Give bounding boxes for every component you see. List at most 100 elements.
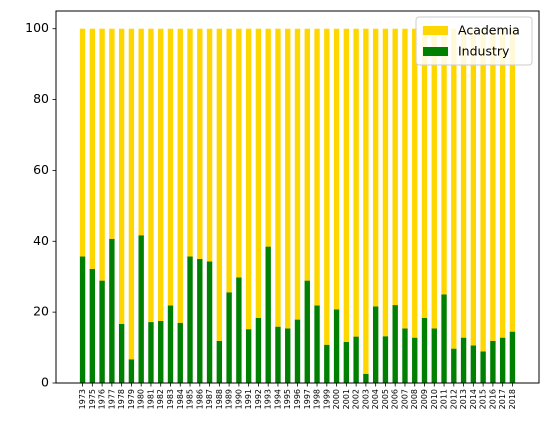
bar-industry [353, 336, 359, 383]
x-tick-label: 2016 [488, 389, 497, 409]
bar-industry [285, 328, 291, 383]
x-tick-label: 2018 [508, 389, 517, 409]
x-tick-label: 1994 [273, 389, 282, 409]
bar-academia [304, 28, 310, 281]
x-tick-label: 1990 [234, 389, 243, 409]
bar-industry [79, 256, 86, 383]
bar-industry [314, 305, 320, 383]
bar-academia [470, 28, 477, 346]
bar-industry [372, 306, 379, 383]
x-tick-label: 2005 [381, 389, 390, 409]
bar-industry [480, 351, 486, 383]
bar-industry [275, 326, 281, 383]
x-tick-label: 1998 [313, 389, 322, 409]
bar-industry [412, 337, 418, 383]
bar-industry [109, 238, 115, 383]
bar-industry [499, 337, 506, 383]
bar-academia [431, 28, 437, 329]
bar-industry [333, 309, 340, 383]
bar-industry [343, 341, 350, 383]
bar-industry [460, 337, 467, 383]
bar-academia [353, 28, 359, 337]
x-tick-label: 1995 [283, 389, 292, 409]
bar-industry [206, 261, 213, 383]
bar-academia [216, 28, 223, 341]
x-tick-label: 2013 [459, 389, 468, 409]
x-tick-label: 1986 [195, 389, 204, 409]
bar-industry [138, 235, 144, 383]
bar-industry [392, 305, 398, 383]
bar-industry [382, 336, 389, 383]
x-axis: 1973 1975 1976 1977 1978 1979 1980 1981 1982 1983… [78, 383, 517, 409]
x-tick-label: 2010 [430, 389, 439, 409]
x-tick-label: 1985 [186, 389, 195, 409]
y-tick-label: 40 [33, 233, 49, 248]
bar-academia [128, 28, 135, 360]
bar-academia [509, 28, 516, 332]
x-tick-label: 2012 [449, 389, 458, 409]
bar-academia [197, 28, 203, 260]
x-tick-label: 1999 [322, 389, 331, 409]
x-tick-label: 1976 [98, 389, 107, 409]
bar-academia [412, 28, 418, 338]
bar-academia [285, 28, 291, 329]
axes-frame [55, 10, 540, 384]
bar-academia [138, 28, 144, 236]
x-tick-label: 1997 [303, 389, 312, 409]
x-tick-label: 1980 [137, 389, 146, 409]
bar-academia [187, 28, 193, 257]
legend-swatch [423, 26, 448, 35]
bar-academia [499, 28, 506, 338]
bar-industry [509, 331, 516, 383]
legend: Academia Industry [415, 16, 533, 66]
bar-industry [226, 292, 232, 383]
bar-industry [158, 321, 164, 383]
bar-industry [470, 345, 477, 383]
bar-industry [99, 280, 105, 383]
legend-label: Academia [458, 23, 520, 38]
bar-academia [99, 28, 105, 281]
x-tick-label: 2017 [498, 389, 507, 409]
bar-academia [167, 28, 174, 306]
bar-industry [265, 246, 271, 383]
x-tick-label: 1982 [156, 389, 165, 409]
bar-academia [245, 28, 252, 330]
bar-industry [451, 348, 457, 383]
bar-academia [226, 28, 232, 293]
x-tick-label: 1988 [215, 389, 224, 409]
bar-industry [177, 322, 183, 383]
bar-academia [148, 28, 154, 323]
x-tick-label: 2004 [371, 389, 380, 409]
bar-academia [265, 28, 271, 247]
bar-academia [314, 28, 320, 306]
x-tick-label: 1989 [225, 389, 234, 409]
x-tick-label: 1975 [88, 389, 97, 409]
x-tick-label: 2011 [440, 389, 449, 409]
y-tick-label: 60 [33, 162, 49, 177]
bar-academia [392, 28, 398, 306]
x-tick-label: 2015 [479, 389, 488, 409]
x-tick-label: 1979 [127, 389, 136, 409]
bar-industry [118, 323, 125, 383]
bar-industry [245, 329, 252, 383]
x-tick-label: 1993 [264, 389, 273, 409]
bar-academia [206, 28, 213, 262]
x-tick-label: 2006 [391, 389, 400, 409]
x-tick-label: 2003 [361, 389, 370, 409]
bars-layer [79, 28, 516, 383]
bar-academia [333, 28, 340, 310]
bar-academia [441, 28, 447, 295]
bar-academia [382, 28, 389, 337]
bar-industry [490, 340, 496, 383]
bar-academia [79, 28, 86, 257]
bar-industry [304, 280, 310, 383]
y-axis: 0 20 40 60 80 100 [25, 20, 56, 390]
legend-label: Industry [458, 44, 510, 59]
x-tick-label: 2002 [352, 389, 361, 409]
bar-academia [324, 28, 330, 345]
bar-academia [480, 28, 486, 352]
bar-industry [324, 344, 330, 383]
bar-academia [118, 28, 125, 324]
y-tick-label: 80 [33, 91, 49, 106]
bar-academia [109, 28, 115, 239]
